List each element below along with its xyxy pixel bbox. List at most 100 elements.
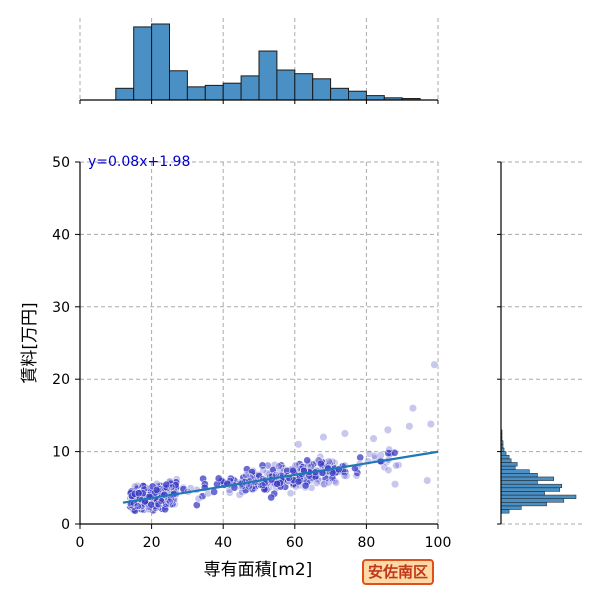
x-hist-bar: [258, 50, 278, 101]
data-point: [324, 478, 333, 487]
y-hist-bar: [500, 451, 507, 456]
x-hist-bar: [294, 73, 314, 101]
x-hist-bar: [348, 90, 367, 101]
data-point: [259, 466, 268, 474]
x-hist-bar: [115, 87, 135, 101]
data-point: [133, 481, 142, 490]
x-tick-label: 80: [357, 535, 375, 551]
data-point: [385, 445, 394, 454]
y-tick-label: 40: [52, 227, 70, 243]
data-point: [286, 489, 295, 498]
y-hist-bar: [500, 454, 510, 460]
data-point: [340, 429, 349, 438]
data-point: [258, 481, 267, 490]
data-point: [408, 404, 417, 413]
data-point: [356, 453, 365, 462]
x-hist-bar: [276, 69, 296, 101]
data-point: [332, 478, 340, 487]
data-point: [153, 500, 162, 509]
y-hist-bar: [500, 505, 522, 510]
data-point: [245, 482, 253, 491]
axes: [75, 161, 439, 529]
y-tick-label: 30: [52, 300, 70, 316]
data-point: [312, 479, 321, 487]
y-hist-bar: [500, 458, 512, 463]
data-point: [225, 488, 234, 497]
data-point: [133, 502, 142, 511]
data-point: [214, 474, 223, 483]
x-tick-label: 60: [286, 535, 304, 551]
regression-line-group: [122, 450, 439, 504]
data-point: [165, 497, 174, 506]
x-hist-bar: [133, 26, 153, 101]
y-marginal-histogram: [497, 161, 577, 525]
y-hist-bar: [500, 462, 518, 467]
y-axis-label: 賃料[万円]: [20, 302, 40, 383]
y-hist-bar: [500, 498, 565, 503]
y-hist-bar: [500, 502, 547, 507]
y-hist-bar: [500, 465, 516, 470]
data-point: [392, 461, 400, 470]
data-point: [426, 420, 435, 429]
y-tick-label: 0: [61, 517, 70, 533]
y-tick-label: 20: [52, 372, 70, 388]
x-hist-bar: [204, 84, 224, 101]
x-tick-label: 100: [425, 535, 452, 551]
x-hist-bar: [312, 78, 332, 101]
data-point: [162, 500, 170, 508]
data-point: [269, 466, 277, 474]
data-point: [171, 481, 180, 489]
y-hist-bar: [500, 494, 577, 499]
x-axis-label: 専有面積[m2]: [204, 560, 313, 580]
x-hist-bar: [222, 82, 242, 101]
x-hist-bar: [186, 86, 206, 101]
data-point: [430, 360, 439, 369]
data-point: [405, 422, 414, 431]
data-point: [198, 492, 207, 501]
data-point: [319, 433, 328, 442]
data-point: [301, 481, 310, 490]
x-tick-label: 40: [214, 535, 232, 551]
data-point: [147, 500, 156, 509]
data-point: [390, 480, 400, 489]
data-point: [194, 494, 203, 503]
y-hist-bar: [500, 509, 510, 514]
data-point: [370, 451, 379, 460]
data-point: [376, 451, 385, 460]
data-point: [134, 489, 143, 498]
data-point: [317, 459, 325, 468]
y-hist-bar: [500, 476, 554, 481]
data-point: [423, 476, 432, 485]
x-hist-bar: [365, 95, 385, 101]
data-point: [324, 457, 333, 466]
data-point: [152, 486, 161, 494]
data-point: [384, 466, 393, 474]
data-point: [365, 450, 374, 458]
data-point: [294, 440, 303, 449]
x-tick-label: 0: [76, 535, 85, 551]
x-hist-bar: [151, 23, 171, 101]
data-point: [131, 482, 139, 491]
data-point: [294, 477, 303, 486]
data-point: [383, 425, 392, 434]
regression-equation: y=0.08x+1.98: [88, 154, 190, 170]
data-point: [162, 480, 171, 489]
x-hist-bar: [330, 87, 350, 101]
district-badge: 安佐南区: [362, 559, 435, 585]
data-point: [274, 462, 283, 471]
y-hist-bar: [500, 487, 561, 492]
y-hist-bar: [500, 483, 563, 489]
x-tick-label: 20: [143, 535, 161, 551]
data-point: [192, 501, 201, 509]
data-point: [369, 434, 378, 443]
y-hist-bar: [500, 480, 538, 485]
y-tick-label: 50: [52, 155, 70, 171]
y-hist-bar: [500, 491, 545, 496]
x-hist-bar: [240, 75, 260, 101]
data-point: [242, 471, 251, 479]
x-marginal-histogram: [79, 23, 439, 104]
data-point: [303, 456, 312, 465]
data-point: [289, 466, 297, 475]
y-hist-bar: [500, 469, 530, 474]
